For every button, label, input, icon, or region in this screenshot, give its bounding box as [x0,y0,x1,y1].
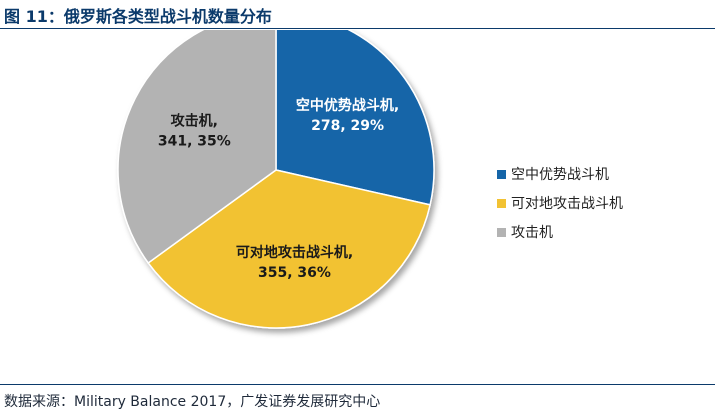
legend-swatch-2 [497,228,506,237]
pie-chart: 空中优势战斗机, 278, 29% 可对地攻击战斗机, 355, 36% 攻击机, 341… [0,30,715,382]
legend-label-0: 空中优势战斗机 [511,167,609,183]
legend-label-1: 可对地攻击战斗机 [511,196,623,212]
pie-slice-0 [275,30,435,206]
source-note: 数据来源：Military Balance 2017，广发证券发展研究中心 [4,394,381,410]
source-rule [0,384,715,385]
slice-data-label-0: 空中优势战斗机, 278, 29% [296,97,399,134]
pie-slice-2 [117,30,277,265]
legend-label-2: 攻击机 [511,225,553,241]
slice-data-label-2: 攻击机, 341, 35% [158,112,231,149]
pie-chart-canvas: 空中优势战斗机, 278, 29% 可对地攻击战斗机, 355, 36% 攻击机, 341… [117,30,623,329]
slice-data-label-1: 可对地攻击战斗机, 355, 36% [236,244,353,281]
legend-swatch-1 [497,199,506,208]
slice-label-name: 可对地攻击战斗机, [236,244,353,261]
figure-title: 图 11：俄罗斯各类型战斗机数量分布 [4,7,272,26]
slice-label-value: 355, 36% [258,265,331,281]
pie-labels: 空中优势战斗机, 278, 29% 可对地攻击战斗机, 355, 36% 攻击机, 341… [158,97,399,281]
pie-slice-1 [147,169,432,329]
pie-slices [117,30,435,329]
slice-label-value: 341, 35% [158,133,231,149]
slice-label-name: 空中优势战斗机, [296,97,399,114]
slice-label-value: 278, 29% [311,118,384,134]
slice-label-name: 攻击机, [171,112,218,129]
title-rule [0,28,715,29]
legend-swatch-0 [497,170,506,179]
